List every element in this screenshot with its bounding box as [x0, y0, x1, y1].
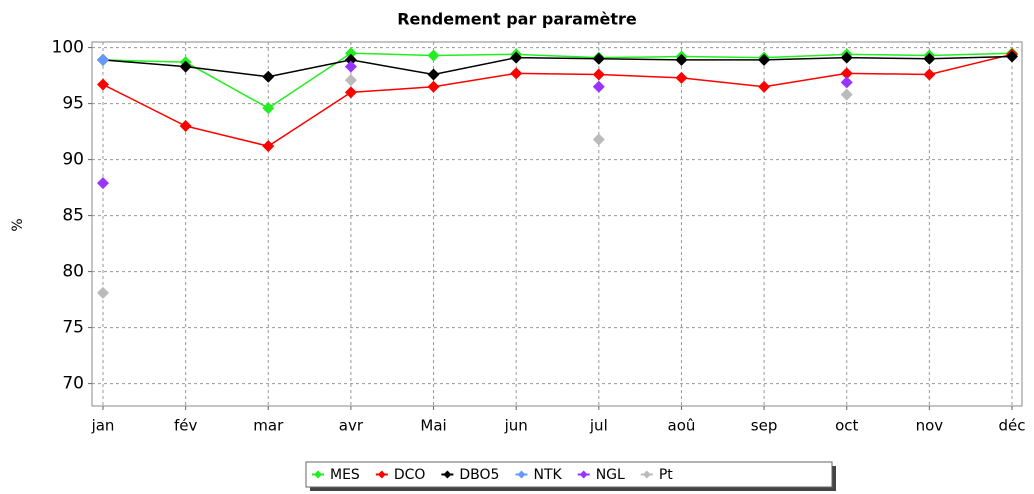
chart-title: Rendement par paramètre	[397, 10, 637, 29]
data-point	[344, 47, 357, 60]
data-point	[262, 140, 275, 153]
data-point	[344, 53, 357, 66]
data-point	[179, 120, 192, 132]
legend-label: DCO	[394, 467, 426, 483]
data-point	[923, 52, 936, 65]
data-point	[97, 53, 109, 66]
data-point	[427, 80, 440, 93]
data-point	[1006, 50, 1018, 63]
series-line	[102, 55, 1013, 78]
x-tick-label: Mai	[420, 417, 446, 435]
data-point	[592, 133, 605, 146]
data-point	[840, 76, 853, 89]
series-line	[102, 52, 1013, 109]
legend-label: MES	[330, 467, 360, 483]
legend-box	[305, 461, 833, 488]
series-line	[102, 53, 1013, 147]
x-tick-label: sep	[751, 417, 778, 435]
data-point	[179, 60, 192, 73]
data-point	[97, 286, 109, 299]
data-point	[840, 88, 853, 101]
legend-label: Pt	[659, 467, 673, 483]
data-point	[592, 52, 605, 65]
x-tick-label: fév	[174, 417, 198, 435]
plot-area	[91, 41, 1023, 407]
x-tick-label: oct	[835, 417, 858, 435]
data-point	[262, 102, 275, 115]
data-point	[344, 74, 357, 87]
data-point	[427, 49, 440, 62]
y-tick-label: 100	[52, 38, 84, 58]
y-tick-label: 80	[62, 262, 84, 282]
data-point	[262, 70, 275, 83]
data-point	[592, 68, 605, 81]
data-point	[97, 78, 109, 91]
data-point	[758, 53, 771, 66]
data-point	[97, 177, 109, 190]
x-tick-label: déc	[999, 417, 1026, 435]
x-tick-label: nov	[916, 417, 944, 435]
x-tick-label: avr	[339, 417, 364, 435]
data-point	[840, 51, 853, 64]
x-tick-label: mar	[253, 417, 284, 435]
x-tick-label: jun	[504, 417, 528, 435]
data-point	[344, 86, 357, 99]
legend-label: NGL	[596, 467, 625, 483]
data-point	[344, 60, 357, 73]
data-point	[840, 67, 853, 80]
y-tick-label: 75	[62, 318, 84, 338]
data-point	[510, 51, 523, 64]
x-tick-label: aoû	[668, 417, 696, 435]
data-point	[675, 71, 688, 84]
legend-label: NTK	[533, 467, 562, 483]
data-point	[592, 80, 605, 93]
legend-label: DBO5	[459, 467, 499, 483]
data-point	[758, 80, 771, 93]
y-tick-label: 95	[62, 94, 84, 114]
data-point	[510, 67, 523, 80]
y-tick-label: 85	[62, 206, 84, 226]
x-tick-label: jul	[589, 417, 608, 435]
data-point	[675, 53, 688, 66]
y-tick-label: 90	[62, 150, 84, 170]
x-tick-label: jan	[91, 417, 115, 435]
y-axis-label: %	[10, 218, 26, 231]
data-point	[923, 68, 936, 81]
data-point	[427, 68, 440, 81]
y-tick-label: 70	[62, 374, 84, 394]
